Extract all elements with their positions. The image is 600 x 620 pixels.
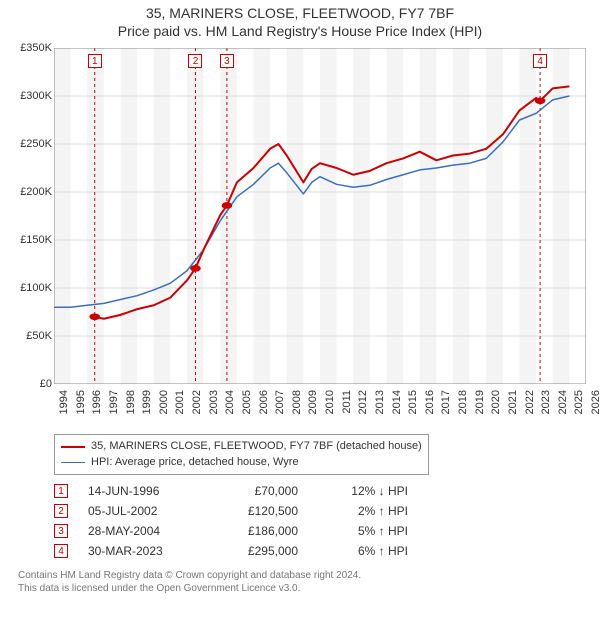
event-badge-3: 3 bbox=[220, 54, 234, 68]
event-date: 30-MAR-2023 bbox=[88, 544, 198, 558]
x-tick-label: 1995 bbox=[75, 390, 87, 414]
legend-item-hpi: HPI: Average price, detached house, Wyre bbox=[61, 455, 422, 470]
y-tick-label: £250K bbox=[20, 138, 52, 150]
footer: Contains HM Land Registry data © Crown c… bbox=[18, 569, 590, 595]
event-date: 05-JUL-2002 bbox=[88, 504, 198, 518]
x-tick-label: 1997 bbox=[108, 390, 120, 414]
x-axis-labels: 1994 1995 1996 1997 1998 1999 2000 2001 2002 2003… bbox=[54, 386, 590, 426]
event-price: £70,000 bbox=[218, 484, 298, 498]
event-table: 1 14-JUN-1996 £70,000 12% ↓ HPI 2 05-JUL-2002… bbox=[54, 481, 590, 561]
event-row-badge: 3 bbox=[54, 524, 68, 538]
event-row: 2 05-JUL-2002 £120,500 2% ↑ HPI bbox=[54, 501, 590, 521]
x-tick-label: 2001 bbox=[174, 390, 186, 414]
x-tick-label: 2013 bbox=[374, 390, 386, 414]
x-tick-label: 2003 bbox=[208, 390, 220, 414]
x-tick-label: 2023 bbox=[540, 390, 552, 414]
y-tick-label: £300K bbox=[20, 90, 52, 102]
x-tick-label: 2018 bbox=[457, 390, 469, 414]
x-tick-label: 2024 bbox=[557, 390, 569, 414]
y-tick-label: £350K bbox=[20, 42, 52, 54]
plot-svg bbox=[54, 48, 586, 384]
x-tick-label: 2015 bbox=[407, 390, 419, 414]
x-tick-label: 2016 bbox=[424, 390, 436, 414]
chart-title-2: Price paid vs. HM Land Registry's House … bbox=[10, 22, 590, 40]
x-tick-label: 2026 bbox=[590, 390, 600, 414]
y-tick-label: £150K bbox=[20, 234, 52, 246]
y-tick-label: £100K bbox=[20, 282, 52, 294]
y-tick-label: £50K bbox=[26, 330, 52, 342]
x-tick-label: 2004 bbox=[224, 390, 236, 414]
legend-swatch-subject bbox=[61, 446, 85, 448]
event-row: 1 14-JUN-1996 £70,000 12% ↓ HPI bbox=[54, 481, 590, 501]
x-tick-label: 2010 bbox=[324, 390, 336, 414]
x-tick-label: 2008 bbox=[291, 390, 303, 414]
legend: 35, MARINERS CLOSE, FLEETWOOD, FY7 7BF (… bbox=[54, 434, 429, 475]
event-badge-1: 1 bbox=[88, 54, 102, 68]
x-tick-label: 2025 bbox=[573, 390, 585, 414]
chart-container: 35, MARINERS CLOSE, FLEETWOOD, FY7 7BF P… bbox=[0, 0, 600, 601]
x-tick-label: 2021 bbox=[507, 390, 519, 414]
plot-region bbox=[54, 48, 586, 384]
y-tick-label: £200K bbox=[20, 186, 52, 198]
event-row-badge: 4 bbox=[54, 544, 68, 558]
event-date: 14-JUN-1996 bbox=[88, 484, 198, 498]
x-tick-label: 1999 bbox=[141, 390, 153, 414]
event-delta: 12% ↓ HPI bbox=[318, 484, 408, 498]
x-tick-label: 2002 bbox=[191, 390, 203, 414]
legend-item-subject: 35, MARINERS CLOSE, FLEETWOOD, FY7 7BF (… bbox=[61, 439, 422, 454]
legend-swatch-hpi bbox=[61, 462, 85, 463]
event-delta: 6% ↑ HPI bbox=[318, 544, 408, 558]
legend-label-hpi: HPI: Average price, detached house, Wyre bbox=[91, 455, 299, 470]
event-price: £186,000 bbox=[218, 524, 298, 538]
x-tick-label: 2009 bbox=[307, 390, 319, 414]
chart-area: £0£50K£100K£150K£200K£250K£300K£350K 123… bbox=[10, 46, 590, 426]
x-tick-label: 2012 bbox=[357, 390, 369, 414]
event-delta: 5% ↑ HPI bbox=[318, 524, 408, 538]
event-row: 4 30-MAR-2023 £295,000 6% ↑ HPI bbox=[54, 541, 590, 561]
x-tick-label: 2020 bbox=[490, 390, 502, 414]
event-price: £295,000 bbox=[218, 544, 298, 558]
chart-title-1: 35, MARINERS CLOSE, FLEETWOOD, FY7 7BF bbox=[10, 4, 590, 22]
y-tick-label: £0 bbox=[40, 378, 52, 390]
x-tick-label: 2022 bbox=[524, 390, 536, 414]
event-row: 3 28-MAY-2004 £186,000 5% ↑ HPI bbox=[54, 521, 590, 541]
event-badge-4: 4 bbox=[533, 54, 547, 68]
event-row-badge: 2 bbox=[54, 504, 68, 518]
footer-line-1: Contains HM Land Registry data © Crown c… bbox=[18, 569, 590, 582]
x-tick-label: 2007 bbox=[274, 390, 286, 414]
x-tick-label: 2011 bbox=[341, 390, 353, 414]
footer-line-2: This data is licensed under the Open Gov… bbox=[18, 582, 590, 595]
x-tick-label: 2019 bbox=[474, 390, 486, 414]
event-badge-2: 2 bbox=[188, 54, 202, 68]
y-axis-labels: £0£50K£100K£150K£200K£250K£300K£350K bbox=[10, 46, 54, 426]
x-tick-label: 2006 bbox=[258, 390, 270, 414]
x-tick-label: 2017 bbox=[440, 390, 452, 414]
x-tick-label: 2014 bbox=[391, 390, 403, 414]
legend-label-subject: 35, MARINERS CLOSE, FLEETWOOD, FY7 7BF (… bbox=[91, 439, 422, 454]
event-date: 28-MAY-2004 bbox=[88, 524, 198, 538]
x-tick-label: 2000 bbox=[158, 390, 170, 414]
event-delta: 2% ↑ HPI bbox=[318, 504, 408, 518]
x-tick-label: 1996 bbox=[91, 390, 103, 414]
x-tick-label: 2005 bbox=[241, 390, 253, 414]
x-tick-label: 1994 bbox=[58, 390, 70, 414]
event-price: £120,500 bbox=[218, 504, 298, 518]
x-tick-label: 1998 bbox=[125, 390, 137, 414]
event-row-badge: 1 bbox=[54, 484, 68, 498]
